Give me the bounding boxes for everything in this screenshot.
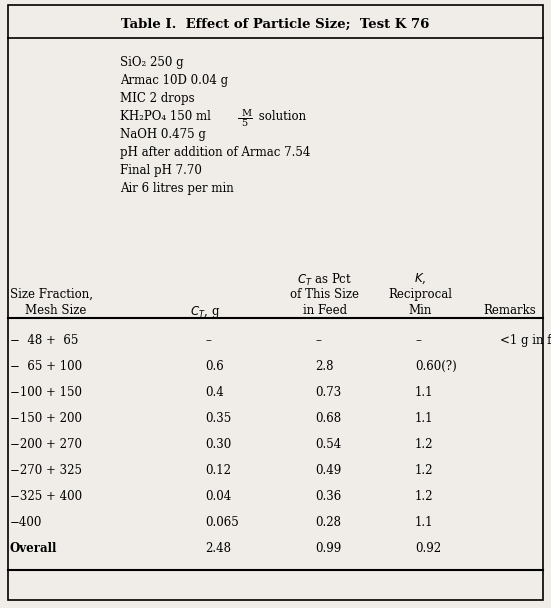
Text: Final pH 7.70: Final pH 7.70 xyxy=(120,164,202,177)
Text: 0.35: 0.35 xyxy=(205,412,231,425)
Text: –: – xyxy=(415,334,421,347)
Text: Reciprocal: Reciprocal xyxy=(388,288,452,301)
Text: pH after addition of Armac 7.54: pH after addition of Armac 7.54 xyxy=(120,146,310,159)
Text: Table I.  Effect of Particle Size;  Test K 76: Table I. Effect of Particle Size; Test K… xyxy=(121,18,429,30)
Text: Armac 10D 0.04 g: Armac 10D 0.04 g xyxy=(120,74,228,87)
Text: 0.6: 0.6 xyxy=(205,360,224,373)
Text: Mesh Size: Mesh Size xyxy=(25,304,87,317)
Text: −150 + 200: −150 + 200 xyxy=(10,412,82,425)
Text: 0.49: 0.49 xyxy=(315,464,341,477)
Text: $C_T$, g: $C_T$, g xyxy=(190,304,220,320)
Text: MIC 2 drops: MIC 2 drops xyxy=(120,92,195,105)
Text: Min: Min xyxy=(408,304,431,317)
Text: KH₂PO₄ 150 ml: KH₂PO₄ 150 ml xyxy=(120,110,215,123)
Text: Size Fraction,: Size Fraction, xyxy=(10,288,93,301)
Text: 0.12: 0.12 xyxy=(205,464,231,477)
Text: –: – xyxy=(315,334,321,347)
Text: 0.04: 0.04 xyxy=(205,490,231,503)
Text: −400: −400 xyxy=(10,516,42,529)
Text: −200 + 270: −200 + 270 xyxy=(10,438,82,451)
Text: –: – xyxy=(205,334,211,347)
Text: 5: 5 xyxy=(241,119,247,128)
Text: 0.54: 0.54 xyxy=(315,438,341,451)
Text: <1 g in feed: <1 g in feed xyxy=(500,334,551,347)
Text: 1.2: 1.2 xyxy=(415,490,434,503)
Text: 0.68: 0.68 xyxy=(315,412,341,425)
Text: M: M xyxy=(241,109,251,118)
Text: −270 + 325: −270 + 325 xyxy=(10,464,82,477)
Text: 1.1: 1.1 xyxy=(415,412,434,425)
Text: 0.60(?): 0.60(?) xyxy=(415,360,457,373)
Text: 2.8: 2.8 xyxy=(315,360,333,373)
Text: of This Size: of This Size xyxy=(290,288,359,301)
Text: 0.28: 0.28 xyxy=(315,516,341,529)
Text: 1.2: 1.2 xyxy=(415,438,434,451)
Text: $K$,: $K$, xyxy=(414,272,426,286)
Text: Remarks: Remarks xyxy=(484,304,536,317)
Text: 0.36: 0.36 xyxy=(315,490,341,503)
Text: $C_T$ as Pct: $C_T$ as Pct xyxy=(298,272,353,288)
Text: 1.2: 1.2 xyxy=(415,464,434,477)
Text: 0.30: 0.30 xyxy=(205,438,231,451)
Text: 2.48: 2.48 xyxy=(205,542,231,555)
Text: 0.73: 0.73 xyxy=(315,386,341,399)
Text: −100 + 150: −100 + 150 xyxy=(10,386,82,399)
Text: 1.1: 1.1 xyxy=(415,516,434,529)
Text: −  65 + 100: − 65 + 100 xyxy=(10,360,82,373)
Text: in Feed: in Feed xyxy=(303,304,347,317)
Text: 0.99: 0.99 xyxy=(315,542,341,555)
Text: −325 + 400: −325 + 400 xyxy=(10,490,82,503)
Text: 0.4: 0.4 xyxy=(205,386,224,399)
Text: NaOH 0.475 g: NaOH 0.475 g xyxy=(120,128,206,141)
Text: Air 6 litres per min: Air 6 litres per min xyxy=(120,182,234,195)
Text: 0.065: 0.065 xyxy=(205,516,239,529)
Text: 0.92: 0.92 xyxy=(415,542,441,555)
Text: −  48 +  65: − 48 + 65 xyxy=(10,334,78,347)
Text: solution: solution xyxy=(255,110,306,123)
Text: Overall: Overall xyxy=(10,542,57,555)
Text: SiO₂ 250 g: SiO₂ 250 g xyxy=(120,56,183,69)
Text: 1.1: 1.1 xyxy=(415,386,434,399)
